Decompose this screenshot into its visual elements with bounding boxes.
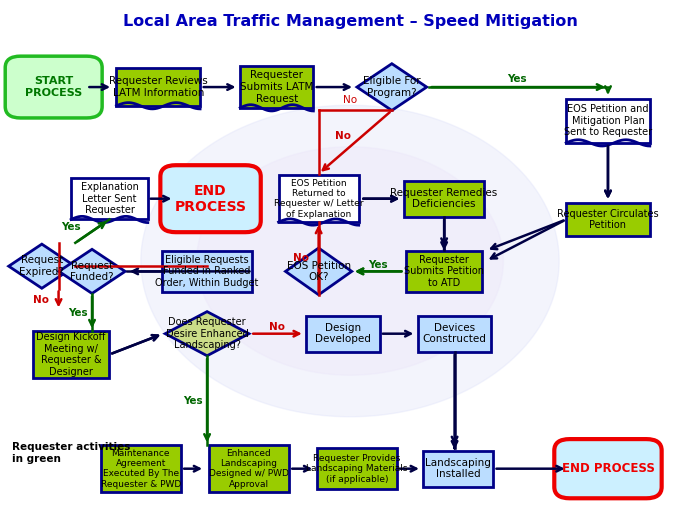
Text: Maintenance
Agreement
Executed By The
Requester & PWD: Maintenance Agreement Executed By The Re… [101, 448, 181, 489]
Text: START
PROCESS: START PROCESS [25, 76, 83, 98]
Bar [162, 251, 253, 292]
Text: Requester
Submits Petition
to ATD: Requester Submits Petition to ATD [404, 255, 484, 288]
Text: END
PROCESS: END PROCESS [174, 184, 246, 214]
Bar [317, 448, 397, 490]
Bar [404, 181, 484, 217]
Bar [33, 331, 109, 378]
Bar [566, 203, 650, 236]
Text: Does Requester
Desire Enhanced
Landscaping?: Does Requester Desire Enhanced Landscapi… [166, 317, 248, 350]
Text: No: No [335, 132, 351, 141]
Polygon shape [286, 248, 351, 295]
Polygon shape [59, 250, 125, 293]
Bar [406, 251, 482, 292]
Text: Requester Circulates
Petition: Requester Circulates Petition [557, 209, 659, 230]
Text: Eligible For
Program?: Eligible For Program? [363, 76, 421, 98]
Bar [209, 445, 289, 492]
Polygon shape [8, 244, 75, 288]
Bar [418, 315, 491, 352]
Text: No: No [343, 95, 357, 105]
Polygon shape [141, 105, 559, 417]
Text: Yes: Yes [62, 222, 81, 232]
Text: Yes: Yes [183, 396, 203, 406]
Text: Yes: Yes [69, 308, 88, 318]
Text: Design Kickoff
Meeting w/
Requester &
Designer: Design Kickoff Meeting w/ Requester & De… [36, 332, 106, 377]
Bar [101, 445, 181, 492]
Polygon shape [197, 147, 503, 375]
Text: EOS Petition
Returned to
Requester w/ Letter
of Explanation: EOS Petition Returned to Requester w/ Le… [274, 179, 363, 219]
Text: Requester
Submits LATM
Request: Requester Submits LATM Request [240, 70, 314, 104]
Text: EOS Petition and
Mitigation Plan
Sent to Requester: EOS Petition and Mitigation Plan Sent to… [564, 104, 652, 137]
Text: Local Area Traffic Management – Speed Mitigation: Local Area Traffic Management – Speed Mi… [122, 15, 577, 29]
Bar [566, 99, 650, 143]
Text: No: No [269, 322, 285, 332]
Bar [307, 315, 379, 352]
Text: Request
Expired?: Request Expired? [20, 255, 64, 277]
Text: Enhanced
Landscaping
Designed w/ PWD
Approval: Enhanced Landscaping Designed w/ PWD App… [209, 448, 289, 489]
FancyBboxPatch shape [5, 56, 102, 118]
Polygon shape [165, 312, 249, 356]
Text: Eligible Requests
Funded in Ranked
Order, Within Budget: Eligible Requests Funded in Ranked Order… [155, 255, 259, 288]
Text: No: No [33, 295, 49, 305]
Text: Requester Provides
Landscaping Materials
(if applicable): Requester Provides Landscaping Materials… [306, 454, 407, 483]
Text: Requester activities
in green: Requester activities in green [12, 442, 130, 464]
Bar [240, 66, 314, 108]
Text: Design
Developed: Design Developed [315, 323, 371, 345]
Text: EOS Petition
OK?: EOS Petition OK? [286, 260, 351, 282]
Text: Devices
Constructed: Devices Constructed [423, 323, 486, 345]
FancyBboxPatch shape [160, 165, 261, 232]
Text: No: No [293, 253, 309, 264]
Bar [424, 450, 493, 487]
Text: Explanation
Letter Sent
Requester: Explanation Letter Sent Requester [80, 182, 139, 215]
Text: Request
Funded?: Request Funded? [70, 260, 114, 282]
Bar [116, 68, 200, 106]
Text: END PROCESS: END PROCESS [561, 462, 654, 475]
Bar [279, 175, 358, 222]
Bar [71, 178, 148, 219]
FancyBboxPatch shape [554, 439, 661, 499]
Text: Requester Reviews
LATM Information: Requester Reviews LATM Information [109, 76, 208, 98]
Polygon shape [357, 64, 427, 111]
Text: Landscaping
Installed: Landscaping Installed [425, 458, 491, 480]
Text: Yes: Yes [368, 259, 388, 270]
Text: Yes: Yes [508, 74, 527, 84]
Text: Requester Remedies
Deficiencies: Requester Remedies Deficiencies [391, 188, 498, 209]
